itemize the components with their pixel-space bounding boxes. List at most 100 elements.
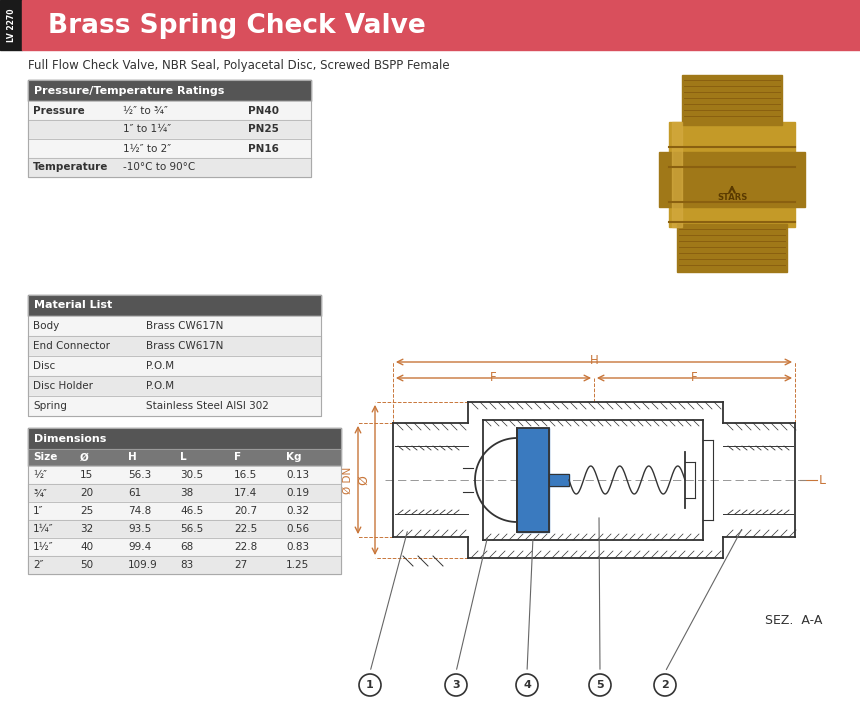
Text: PN40: PN40 xyxy=(248,105,279,115)
Text: 56.5: 56.5 xyxy=(180,524,203,534)
Text: Body: Body xyxy=(33,321,59,331)
Text: H: H xyxy=(590,354,599,367)
Text: 30.5: 30.5 xyxy=(180,470,203,480)
Text: Dimensions: Dimensions xyxy=(34,434,107,444)
Text: F: F xyxy=(490,371,497,384)
Text: 99.4: 99.4 xyxy=(128,542,151,552)
Text: Pressure/Temperature Ratings: Pressure/Temperature Ratings xyxy=(34,85,224,95)
Text: 40: 40 xyxy=(80,542,93,552)
Text: 20: 20 xyxy=(80,488,93,498)
Text: 1½″ to 2″: 1½″ to 2″ xyxy=(123,143,171,153)
Text: 74.8: 74.8 xyxy=(128,506,151,516)
Text: 27: 27 xyxy=(234,560,248,570)
Text: Temperature: Temperature xyxy=(33,163,108,173)
Bar xyxy=(28,502,341,520)
Bar xyxy=(28,139,311,158)
Text: L: L xyxy=(819,473,826,487)
Bar xyxy=(28,466,341,484)
Text: Ø: Ø xyxy=(357,475,370,485)
Text: Brass Spring Check Valve: Brass Spring Check Valve xyxy=(48,13,426,39)
Bar xyxy=(677,224,787,272)
Bar xyxy=(28,538,341,556)
Circle shape xyxy=(516,674,538,696)
Text: 0.56: 0.56 xyxy=(286,524,309,534)
Text: 50: 50 xyxy=(80,560,93,570)
Text: Ø DN: Ø DN xyxy=(343,466,353,493)
Text: 1″: 1″ xyxy=(33,506,44,516)
Text: 16.5: 16.5 xyxy=(234,470,257,480)
Text: 2: 2 xyxy=(661,680,669,690)
Text: Full Flow Check Valve, NBR Seal, Polyacetal Disc, Screwed BSPP Female: Full Flow Check Valve, NBR Seal, Polyace… xyxy=(28,60,450,72)
Bar xyxy=(22,0,860,50)
Text: 1.25: 1.25 xyxy=(286,560,310,570)
Text: ½″: ½″ xyxy=(33,470,47,480)
Text: 0.32: 0.32 xyxy=(286,506,309,516)
Text: 68: 68 xyxy=(180,542,194,552)
Bar xyxy=(28,158,311,177)
Text: Spring: Spring xyxy=(33,401,67,411)
Text: 1″ to 1¼″: 1″ to 1¼″ xyxy=(123,125,171,135)
Bar xyxy=(28,120,311,139)
Text: 2″: 2″ xyxy=(33,560,44,570)
Text: 17.4: 17.4 xyxy=(234,488,257,498)
Text: End Connector: End Connector xyxy=(33,341,110,351)
Text: 56.3: 56.3 xyxy=(128,470,151,480)
Text: F: F xyxy=(691,371,697,384)
Bar xyxy=(672,122,682,227)
Text: 109.9: 109.9 xyxy=(128,560,157,570)
Text: 25: 25 xyxy=(80,506,93,516)
Text: 0.19: 0.19 xyxy=(286,488,309,498)
Bar xyxy=(0,0,22,50)
Text: 1: 1 xyxy=(366,680,374,690)
Bar xyxy=(627,67,837,277)
Text: 0.83: 0.83 xyxy=(286,542,309,552)
Bar xyxy=(517,428,549,532)
Text: H: H xyxy=(128,452,137,462)
Bar xyxy=(28,356,321,376)
Text: 93.5: 93.5 xyxy=(128,524,151,534)
Bar xyxy=(28,295,321,316)
Text: Material List: Material List xyxy=(34,300,113,310)
Bar xyxy=(549,474,569,486)
Text: P.O.M: P.O.M xyxy=(146,381,174,391)
Text: 1¼″: 1¼″ xyxy=(33,524,53,534)
Bar xyxy=(517,428,549,532)
Text: L: L xyxy=(180,452,187,462)
Text: LV 2270: LV 2270 xyxy=(7,9,15,42)
Text: Size: Size xyxy=(33,452,58,462)
Text: 0.13: 0.13 xyxy=(286,470,309,480)
Text: 3: 3 xyxy=(452,680,460,690)
Circle shape xyxy=(359,674,381,696)
Bar xyxy=(28,336,321,356)
Text: 15: 15 xyxy=(80,470,93,480)
Text: Kg: Kg xyxy=(286,452,302,462)
Text: 32: 32 xyxy=(80,524,93,534)
Text: -10°C to 90°C: -10°C to 90°C xyxy=(123,163,195,173)
Text: 22.5: 22.5 xyxy=(234,524,257,534)
Bar xyxy=(28,520,341,538)
Circle shape xyxy=(589,674,611,696)
Text: PN16: PN16 xyxy=(248,143,279,153)
Text: STARS: STARS xyxy=(717,192,747,201)
Circle shape xyxy=(445,674,467,696)
Bar xyxy=(28,101,311,120)
Text: 83: 83 xyxy=(180,560,194,570)
Text: PN25: PN25 xyxy=(248,125,279,135)
Bar xyxy=(28,376,321,396)
Text: 61: 61 xyxy=(128,488,141,498)
Text: 5: 5 xyxy=(596,680,604,690)
Bar xyxy=(340,280,860,710)
Bar xyxy=(28,295,321,416)
Text: Pressure: Pressure xyxy=(33,105,85,115)
Text: 1½″: 1½″ xyxy=(33,542,53,552)
Text: Disc Holder: Disc Holder xyxy=(33,381,93,391)
Text: Ø: Ø xyxy=(80,452,89,462)
Bar xyxy=(28,396,321,416)
Text: Disc: Disc xyxy=(33,361,55,371)
Text: 22.8: 22.8 xyxy=(234,542,257,552)
Bar xyxy=(549,474,569,486)
Bar xyxy=(28,556,341,574)
Text: Brass CW617N: Brass CW617N xyxy=(146,341,224,351)
Circle shape xyxy=(654,674,676,696)
Bar xyxy=(659,152,805,207)
